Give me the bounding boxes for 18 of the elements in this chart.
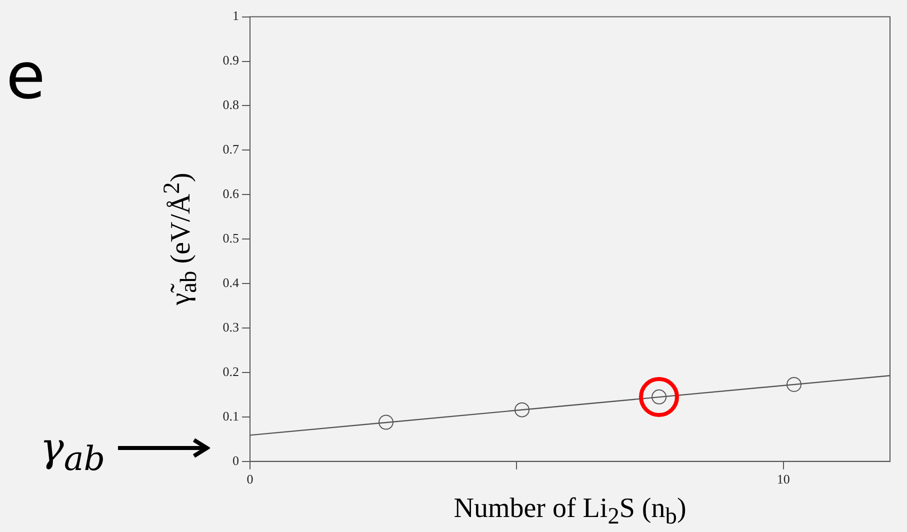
y-tick-label: 0.1 [222,408,239,424]
y-tick-label: 0 [232,452,239,468]
y-tick-label: 0.8 [222,97,239,112]
x-axis-title: Number of Li$_{2}$S (n$_{b}$) [452,493,688,531]
y-tick-label: 0.4 [222,274,240,290]
y-tick-label: 0.3 [222,319,239,334]
text: γ$_{ab}$ [40,424,106,480]
point [378,414,394,430]
y-tick-label: 0.6 [222,186,240,202]
point [786,376,802,392]
x-tick-label: 10 [776,472,790,487]
y-tick-label: 0.2 [222,364,239,379]
y-tick-label: 0.7 [222,142,240,157]
y-tick-label: 0.5 [222,230,239,246]
y-tick-label: 1 [232,8,239,24]
y-tick-label: 0.9 [222,52,239,68]
point [514,402,530,418]
text: e [6,40,46,114]
